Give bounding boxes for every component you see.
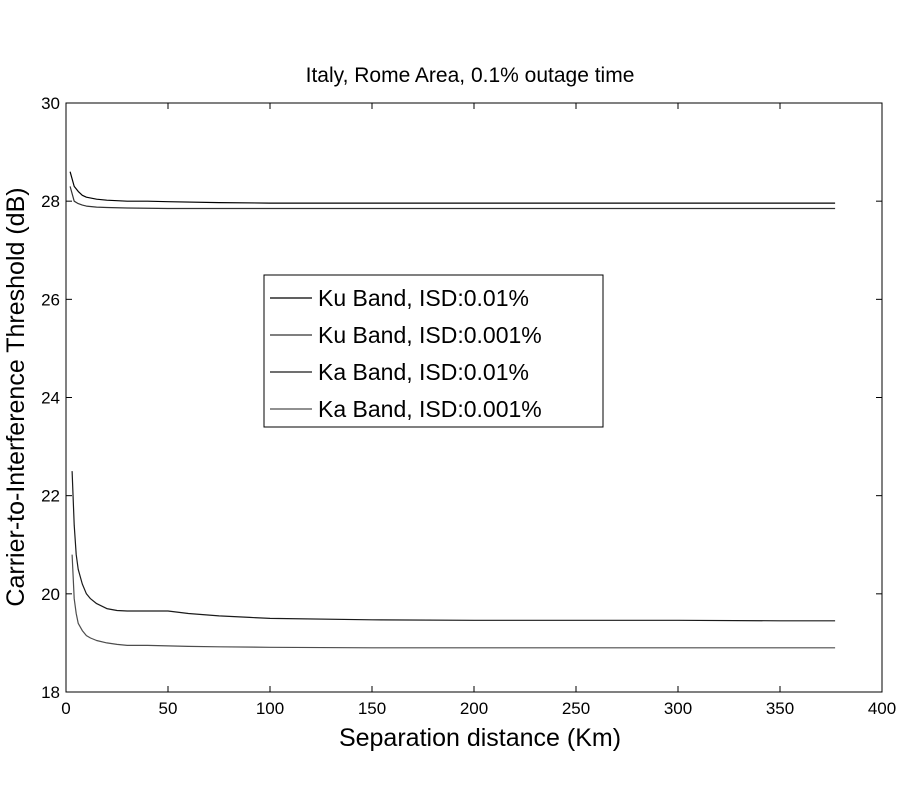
y-tick-label: 24: [41, 389, 60, 408]
x-tick-label: 50: [159, 699, 178, 718]
x-axis-title: Separation distance (Km): [339, 724, 621, 752]
y-tick-label: 28: [41, 192, 60, 211]
y-tick-label: 26: [41, 290, 60, 309]
axis-tick-labels: 0 50 100 150 200 250 300 350 400 18 20 22 24 26 28 30: [41, 94, 896, 718]
chart-title: Italy, Rome Area, 0.1% outage time: [306, 64, 635, 87]
series-line-3: [71, 471, 836, 622]
legend-entries: Ku Band, ISD:0.01% Ku Band, ISD:0.001% Ka …: [270, 285, 542, 422]
series-line-4: [71, 554, 836, 649]
y-tick-label: 18: [41, 683, 60, 702]
x-tick-label: 250: [562, 699, 590, 718]
legend-label-4: Ka Band, ISD:0.001%: [318, 396, 542, 422]
legend-label-2: Ku Band, ISD:0.001%: [318, 322, 542, 348]
x-tick-label: 100: [256, 699, 284, 718]
x-tick-label: 350: [766, 699, 794, 718]
y-tick-label: 20: [41, 585, 60, 604]
x-tick-label: 150: [358, 699, 386, 718]
y-tick-label: 30: [41, 94, 60, 113]
x-tick-label: 400: [868, 699, 896, 718]
legend: Ku Band, ISD:0.01% Ku Band, ISD:0.001% Ka …: [263, 274, 604, 428]
series-line-2: [69, 186, 836, 210]
x-tick-label: 0: [61, 699, 70, 718]
y-tick-label: 22: [41, 487, 60, 506]
legend-box: [263, 274, 604, 428]
x-tick-label: 300: [664, 699, 692, 718]
legend-label-1: Ku Band, ISD:0.01%: [318, 285, 529, 311]
x-tick-label: 200: [460, 699, 488, 718]
axis-ticks: [65, 102, 883, 693]
y-axis-title: Carrier-to-Interference Threshold (dB): [2, 187, 30, 606]
series-lines: [69, 171, 836, 649]
legend-label-3: Ka Band, ISD:0.01%: [318, 359, 529, 385]
series-line-1: [69, 171, 836, 204]
